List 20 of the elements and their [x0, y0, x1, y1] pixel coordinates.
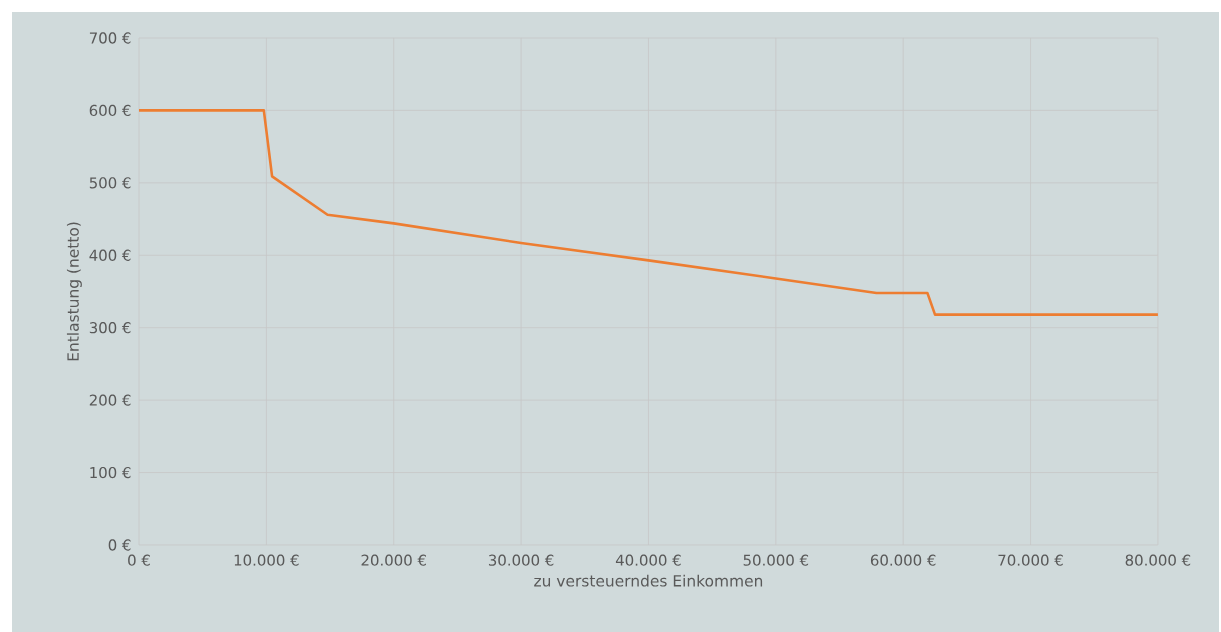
x-tick-label: 20.000 €: [361, 554, 426, 566]
y-tick-label: 400 €: [89, 249, 131, 261]
x-tick-label: 50.000 €: [743, 554, 809, 566]
x-tick-label: 40.000 €: [615, 554, 681, 566]
y-tick-label: 500 €: [89, 177, 131, 189]
x-axis-title: zu versteuerndes Einkommen: [534, 574, 763, 587]
x-tick-label: 0 €: [128, 554, 150, 566]
y-tick-label: 200 €: [89, 394, 131, 406]
x-tick-label: 30.000 €: [488, 554, 554, 566]
y-axis-title: Entlastung (netto): [66, 222, 82, 361]
y-tick-label: 600 €: [89, 104, 131, 117]
y-tick-label: 700 €: [89, 32, 131, 44]
y-tick-label: 300 €: [89, 322, 131, 334]
x-tick-label: 70.000 €: [998, 554, 1063, 566]
x-tick-label: 10.000 €: [234, 554, 299, 566]
line-series: [139, 109, 1158, 316]
x-tick-label: 60.000 €: [870, 554, 936, 566]
y-tick-label: 0 €: [108, 539, 131, 551]
x-tick-label: 80.000 €: [1125, 554, 1191, 566]
y-tick-label: 100 €: [90, 466, 131, 479]
